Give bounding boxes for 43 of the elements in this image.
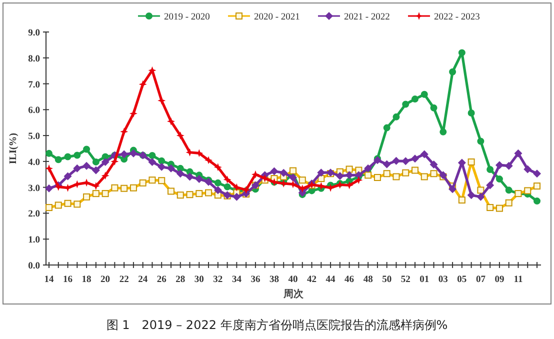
x-tick-label: 16 xyxy=(63,275,73,285)
x-tick-label: 44 xyxy=(326,275,336,285)
x-tick-label: 38 xyxy=(269,275,280,285)
x-tick-label: 24 xyxy=(138,275,148,285)
x-tick-label: 28 xyxy=(176,275,186,285)
y-tick-label: 7.0 xyxy=(28,80,40,90)
x-tick-label: 03 xyxy=(438,275,448,285)
legend-label: 2022 - 2023 xyxy=(434,12,480,22)
x-tick-label: 05 xyxy=(457,275,467,285)
y-tick-label: 9.0 xyxy=(28,28,40,38)
legend-label: 2021 - 2022 xyxy=(344,12,390,22)
caption: 图 1 2019 – 2022 年度南方省份哨点医院报告的流感样病例% xyxy=(106,318,448,332)
y-tick-label: 6.0 xyxy=(28,106,40,116)
legend-label: 2019 - 2020 xyxy=(164,12,210,22)
x-tick-label: 14 xyxy=(44,275,54,285)
x-tick-label: 07 xyxy=(476,275,486,285)
legend-label: 2020 - 2021 xyxy=(254,12,300,22)
x-tick-label: 52 xyxy=(400,275,411,285)
x-tick-label: 26 xyxy=(156,275,167,285)
x-tick-label: 36 xyxy=(250,275,260,285)
y-tick-label: 0.0 xyxy=(28,262,40,272)
x-tick-label: 34 xyxy=(232,275,242,285)
x-tick-label: 30 xyxy=(194,275,204,285)
y-tick-label: 5.0 xyxy=(28,132,40,142)
x-tick-label: 11 xyxy=(514,275,523,285)
y-tick-label: 8.0 xyxy=(28,54,40,64)
x-tick-label: 40 xyxy=(288,275,298,285)
x-axis-title: 周次 xyxy=(282,288,304,300)
y-tick-label: 3.0 xyxy=(28,184,40,194)
y-tick-label: 4.0 xyxy=(28,158,40,168)
x-tick-label: 50 xyxy=(382,275,392,285)
x-tick-label: 48 xyxy=(363,275,374,285)
x-tick-label: 32 xyxy=(213,275,223,285)
y-tick-label: 1.0 xyxy=(28,236,40,246)
x-tick-label: 09 xyxy=(494,275,504,285)
x-tick-label: 18 xyxy=(82,275,92,285)
x-tick-label: 46 xyxy=(344,275,354,285)
y-axis-title: ILI(%) xyxy=(8,132,19,164)
x-tick-label: 22 xyxy=(119,275,130,285)
x-tick-label: 20 xyxy=(100,275,110,285)
x-tick-label: 42 xyxy=(307,275,317,285)
x-tick-label: 01 xyxy=(420,275,430,285)
y-tick-label: 2.0 xyxy=(28,210,40,220)
